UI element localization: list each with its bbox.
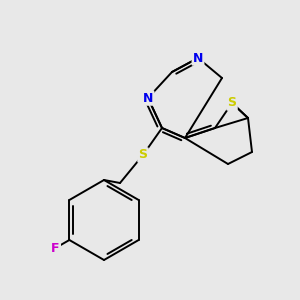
Text: N: N (193, 52, 203, 64)
Text: N: N (143, 92, 153, 104)
Text: S: S (139, 148, 148, 161)
Text: S: S (227, 97, 236, 110)
Text: F: F (51, 242, 60, 254)
